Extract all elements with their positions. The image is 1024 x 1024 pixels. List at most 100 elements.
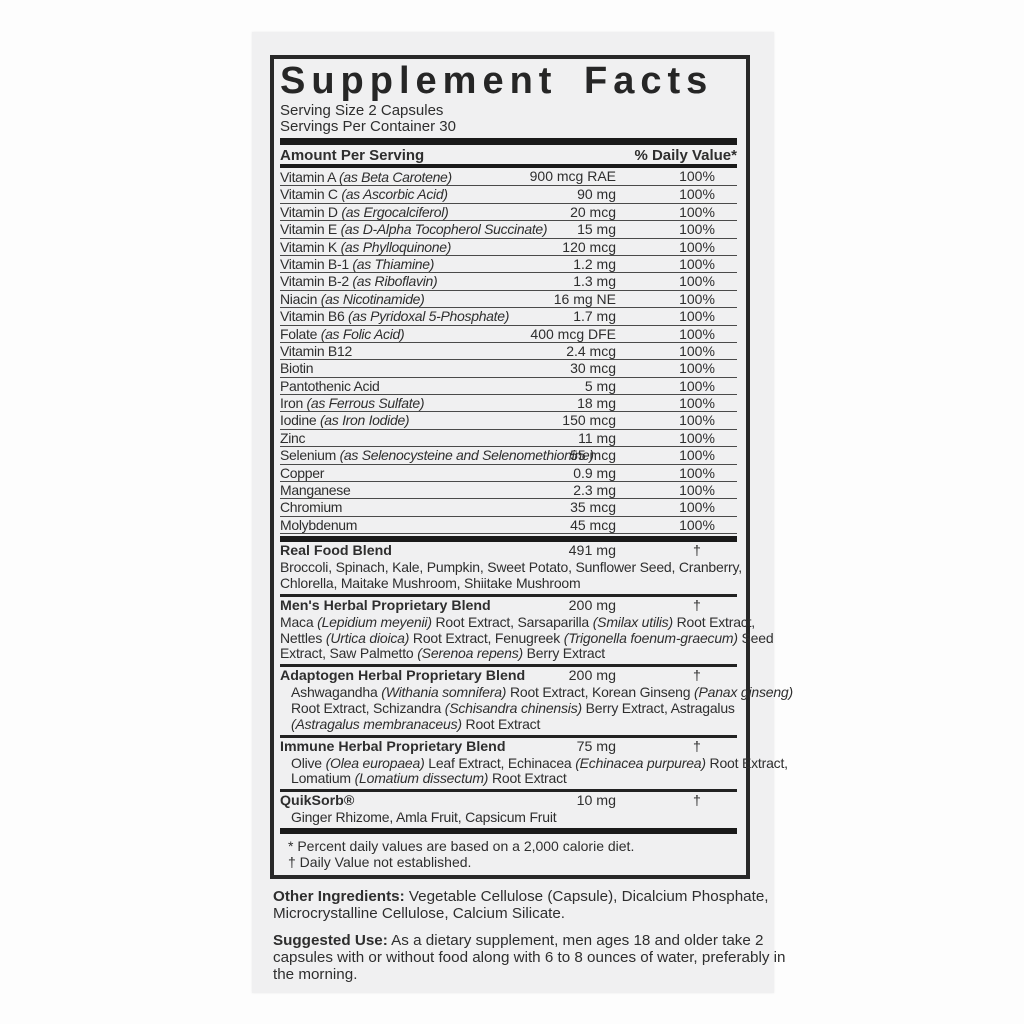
nutrient-amount: 55 mcg <box>570 447 616 464</box>
blend-ingredients: Ashwagandha (Withania somnifera) Root Ex… <box>291 684 793 732</box>
blend-section: Men's Herbal Proprietary Blend 200 mg † Mac… <box>280 597 774 662</box>
nutrient-daily-value: 100% <box>679 238 715 255</box>
nutrient-name: Folate (as Folic Acid) <box>280 325 405 342</box>
nutrient-name: Vitamin D (as Ergocalciferol) <box>280 203 449 220</box>
blend-daily-value: † <box>693 738 701 755</box>
nutrient-name: Zinc <box>280 429 306 446</box>
divider-section <box>280 593 737 597</box>
blend-ingredients: Broccoli, Spinach, Kale, Pumpkin, Sweet … <box>280 559 742 591</box>
nutrient-row: Manganese 2.3 mg 100% <box>280 482 737 500</box>
blend-header: QuikSorb® 10 mg † <box>280 794 737 809</box>
footnote-daily-value-not-established: † Daily Value not established. <box>288 853 472 870</box>
nutrient-row: Vitamin E (as D-Alpha Tocopherol Succina… <box>280 221 737 239</box>
blend-name: Men's Herbal Proprietary Blend <box>280 597 491 614</box>
nutrient-name: Manganese <box>280 482 351 499</box>
nutrient-daily-value: 100% <box>679 255 715 272</box>
nutrient-daily-value: 100% <box>679 203 715 220</box>
nutrient-daily-value: 100% <box>679 290 715 307</box>
other-ingredients: Other Ingredients: Vegetable Cellulose (… <box>273 887 769 923</box>
blend-amount: 200 mg <box>568 597 616 614</box>
nutrient-row: Vitamin A (as Beta Carotene) 900 mcg RAE 1… <box>280 168 737 187</box>
nutrient-row: Biotin 30 mcg 100% <box>280 360 737 378</box>
divider-medium <box>280 164 737 168</box>
nutrient-row: Vitamin B6 (as Pyridoxal 5-Phosphate) 1.7… <box>280 308 737 326</box>
nutrient-name: Copper <box>280 464 325 481</box>
nutrient-name: Vitamin C (as Ascorbic Acid) <box>280 186 448 203</box>
blend-name: Real Food Blend <box>280 543 392 560</box>
nutrient-amount: 45 mcg <box>570 516 616 533</box>
suggested-use-label: Suggested Use: <box>273 931 388 949</box>
divider-thick <box>280 536 737 543</box>
other-ingredients-text: Vegetable Cellulose (Capsule), Dicalcium… <box>273 887 769 923</box>
nutrient-daily-value: 100% <box>679 395 715 412</box>
nutrient-row: Vitamin B-2 (as Riboflavin) 1.3 mg 100% <box>280 273 737 291</box>
supplement-label: Supplement Facts Serving Size 2 Capsules… <box>252 32 793 993</box>
nutrient-row: Vitamin D (as Ergocalciferol) 20 mcg 100% <box>280 203 737 222</box>
nutrient-daily-value: 100% <box>679 429 715 446</box>
nutrient-row: Iodine (as Iron Iodide) 150 mcg 100% <box>280 412 737 430</box>
nutrient-daily-value: 100% <box>679 186 715 203</box>
nutrient-name: Molybdenum <box>280 516 358 533</box>
nutrient-name: Vitamin B-2 (as Riboflavin) <box>280 273 438 290</box>
nutrient-row: Chromium 35 mcg 100% <box>280 499 737 517</box>
divider-section <box>280 789 737 793</box>
nutrient-name: Iodine (as Iron Iodide) <box>280 412 410 429</box>
blend-section: Immune Herbal Proprietary Blend 75 mg † Oli… <box>280 738 788 788</box>
nutrient-name: Selenium (as Selenocysteine and Selenome… <box>280 447 594 464</box>
servings-per-container: Servings Per Container 30 <box>280 117 456 135</box>
blend-amount: 200 mg <box>568 668 616 685</box>
blend-amount: 75 mg <box>576 738 616 755</box>
nutrient-daily-value: 100% <box>679 516 715 533</box>
blend-name: Adaptogen Herbal Proprietary Blend <box>280 668 526 685</box>
nutrient-row: Pantothenic Acid 5 mg 100% <box>280 377 737 396</box>
nutrient-row: Molybdenum 45 mcg 100% <box>280 516 737 535</box>
footnote-percent-daily-values: * Percent daily values are based on a 2,… <box>288 837 635 854</box>
nutrient-row: Copper 0.9 mg 100% <box>280 464 737 483</box>
nutrient-name: Vitamin A (as Beta Carotene) <box>280 169 452 185</box>
nutrient-amount: 400 mcg DFE <box>530 325 616 342</box>
blend-ingredients: Ginger Rhizome, Amla Fruit, Capsicum Fru… <box>291 809 557 826</box>
suggested-use-text: As a dietary supplement, men ages 18 and… <box>273 931 786 984</box>
nutrient-amount: 5 mg <box>584 377 616 394</box>
nutrient-row: Vitamin B12 2.4 mcg 100% <box>280 342 737 361</box>
blend-header: Adaptogen Herbal Proprietary Blend 200 mg… <box>280 669 737 684</box>
blend-header: Immune Herbal Proprietary Blend 75 mg † <box>280 738 737 755</box>
nutrient-name: Vitamin B6 (as Pyridoxal 5-Phosphate) <box>280 308 510 325</box>
nutrient-name: Vitamin B12 <box>280 342 352 359</box>
nutrient-row: Vitamin B-1 (as Thiamine) 1.2 mg 100% <box>280 255 737 274</box>
blend-ingredients: Maca (Lepidium meyenii) Root Extract, Sa… <box>280 613 774 662</box>
nutrient-name: Iron (as Ferrous Sulfate) <box>280 395 425 412</box>
nutrient-amount: 0.9 mg <box>573 464 616 481</box>
nutrient-amount: 900 mcg RAE <box>529 168 616 184</box>
nutrient-name: Pantothenic Acid <box>280 377 380 394</box>
blend-header: Real Food Blend 491 mg † <box>280 544 737 559</box>
nutrient-amount: 11 mg <box>578 429 616 446</box>
nutrient-row: Selenium (as Selenocysteine and Selenome… <box>280 447 737 465</box>
nutrient-daily-value: 100% <box>679 482 715 499</box>
nutrient-amount: 2.3 mg <box>573 482 616 499</box>
blend-daily-value: † <box>693 668 701 685</box>
serving-size: Serving Size 2 Capsules <box>280 102 444 119</box>
nutrient-row: Zinc 11 mg 100% <box>280 429 737 448</box>
amount-per-serving-header: Amount Per Serving <box>280 147 425 164</box>
nutrient-name: Vitamin E (as D-Alpha Tocopherol Succina… <box>280 221 548 238</box>
nutrient-name: Chromium <box>280 499 343 516</box>
nutrient-amount: 1.3 mg <box>573 273 616 290</box>
nutrient-table: Vitamin A (as Beta Carotene) 900 mcg RAE 1… <box>280 168 737 535</box>
nutrient-amount: 18 mg <box>577 395 616 412</box>
nutrient-daily-value: 100% <box>679 447 715 464</box>
nutrient-name: Niacin (as Nicotinamide) <box>280 290 425 307</box>
divider-thick <box>280 138 737 145</box>
blend-daily-value: † <box>693 597 701 614</box>
blend-amount: 10 mg <box>576 793 616 810</box>
nutrient-daily-value: 100% <box>679 342 715 359</box>
blend-daily-value: † <box>693 793 701 810</box>
suggested-use: Suggested Use: As a dietary supplement, … <box>273 931 785 984</box>
nutrient-daily-value: 100% <box>679 412 715 429</box>
blend-sections: Real Food Blend 491 mg † Broccoli, Spinach,… <box>280 544 793 826</box>
nutrient-daily-value: 100% <box>679 221 715 238</box>
nutrient-amount: 16 mg NE <box>553 290 616 307</box>
nutrient-amount: 2.4 mcg <box>566 342 616 359</box>
nutrient-amount: 1.7 mg <box>573 308 616 325</box>
nutrient-row: Vitamin K (as Phylloquinone) 120 mcg 100% <box>280 239 737 256</box>
